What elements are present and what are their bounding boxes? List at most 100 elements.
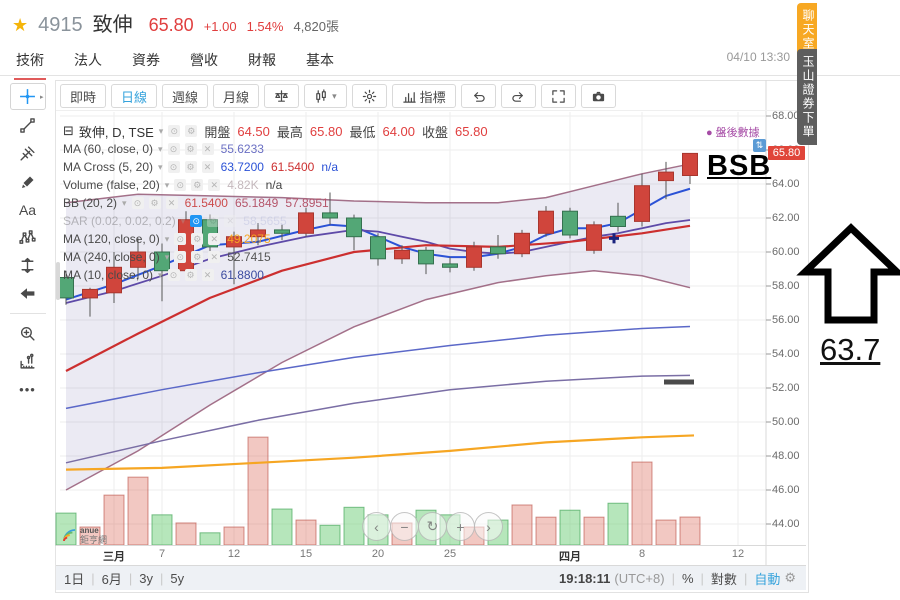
price-tick: 54.00 [772,348,800,360]
time-axis[interactable]: 三月 7 12 15 20 25 四月 8 12 [55,546,807,565]
last-price: 65.80 [148,15,194,35]
gear-icon[interactable]: ⚙ [207,215,220,227]
settings-gear-icon[interactable]: ⚙ [784,570,796,585]
arrow-left-tool[interactable] [11,281,45,306]
zoom-in-tool[interactable] [11,321,45,346]
interval-button-週線[interactable]: 週線 [162,84,209,108]
price-tick: 68.00 [772,110,800,122]
close-icon[interactable]: ✕ [201,161,214,173]
candle-style-button[interactable]: ▾ [304,84,347,108]
up-arrow-annotation[interactable] [796,223,900,324]
time-tick: 12 [731,548,745,560]
zoom-out-button[interactable]: − [390,512,419,541]
chevron-down-icon: ▾ [180,215,186,226]
range-button-1日[interactable]: 1日 [64,571,85,587]
eye-icon[interactable]: ⊙ [190,215,203,227]
eye-icon[interactable]: ⊙ [174,251,187,263]
eye-icon[interactable]: ⊙ [167,269,180,281]
tab-財報[interactable]: 財報 [248,52,276,68]
pan-left-button[interactable]: ‹ [362,512,391,541]
bsb-annotation[interactable]: BSB [707,150,772,182]
text-tool[interactable]: Aa [18,201,37,218]
eye-icon[interactable]: ⊙ [167,161,180,173]
close-icon[interactable]: ✕ [208,233,221,245]
gear-icon[interactable]: ⚙ [184,143,197,155]
chevron-down-icon: ▾ [158,125,164,136]
price-change-percent: 1.54% [246,19,284,34]
eye-icon[interactable]: ⊙ [168,125,181,137]
range-button-3y[interactable]: 3y [139,570,153,586]
legend-label: SAR (0.02, 0.02, 0.2) [63,214,176,228]
indicator-icon [402,91,416,103]
range-button-6月[interactable]: 6月 [101,571,122,587]
drawing-toolbar: ▸ Aa ••• [0,80,56,591]
legend-value: 65.1849 [234,196,279,210]
post-market-label[interactable]: ● 盤後數據 [706,127,760,139]
interval-button-月線[interactable]: 月線 [213,84,260,108]
tab-營收[interactable]: 營收 [190,52,218,68]
pitchfork-tool[interactable] [11,141,45,166]
undo-button[interactable] [460,84,496,108]
more-tool[interactable]: ••• [19,382,36,397]
price-tick: 48.00 [772,450,800,462]
gear-icon[interactable]: ⚙ [191,179,204,191]
reset-view-button[interactable]: ↻ [418,512,447,541]
gear-icon[interactable]: ⚙ [184,269,197,281]
close-icon[interactable]: ✕ [165,197,178,209]
indicator-button[interactable]: 指標 [391,84,456,108]
pan-right-button[interactable]: › [474,512,503,541]
measure-tool[interactable] [11,349,45,374]
gear-icon[interactable]: ⚙ [184,161,197,173]
tab-技術[interactable]: 技術 [14,44,46,80]
range-button-5y[interactable]: 5y [170,570,185,586]
updown-arrows-icon[interactable]: ⇅ [753,139,766,152]
chatroom-side-tab[interactable]: 聊天室 [797,3,817,57]
eye-icon[interactable]: ⊙ [174,233,187,245]
legend-value: 63.7200 [220,160,264,174]
fullscreen-button[interactable] [540,84,576,108]
tab-基本[interactable]: 基本 [306,52,334,68]
log-scale-button[interactable]: 對數 [710,571,737,587]
settings-gear-button[interactable] [351,84,387,108]
trendline-tool[interactable] [11,113,45,138]
tab-資券[interactable]: 資券 [132,52,160,68]
collapse-icon[interactable]: ⊟ [63,123,74,138]
favorite-star-icon[interactable]: ★ [12,15,29,35]
xabcd-pattern-tool[interactable] [11,225,45,250]
crosshair-tool[interactable]: ▸ [9,83,46,110]
gear-icon[interactable]: ⚙ [191,233,204,245]
gear-icon[interactable]: ⚙ [191,251,204,263]
close-icon[interactable]: ✕ [224,215,237,227]
broker-order-side-tab[interactable]: 玉山證券下單 [797,49,817,145]
camera-button[interactable] [580,84,616,108]
redo-button[interactable] [500,84,536,108]
stock-name: 致伸 [92,14,133,36]
legend-row: MA (10, close, 0) ▾ ⊙ ⚙ ✕ 61.8800 [63,266,488,284]
volume-lots: 4,820張 [293,19,340,34]
scrollbar-thumb[interactable] [56,262,60,300]
eye-icon[interactable]: ⊙ [174,179,187,191]
zoom-in-button[interactable]: + [446,512,475,541]
legend-value: 開盤 [204,124,231,140]
toolbar-divider [9,313,46,314]
chevron-down-icon: ▾ [158,161,163,172]
gear-icon[interactable]: ⚙ [185,125,198,137]
close-icon[interactable]: ✕ [208,251,221,263]
eye-icon[interactable]: ⊙ [131,197,144,209]
price-level-annotation[interactable]: 63.7 [820,332,881,367]
legend-label: MA (60, close, 0) [63,142,154,156]
auto-scale-button[interactable]: 自動 [754,571,781,587]
separator: | [700,570,704,586]
gear-icon[interactable]: ⚙ [148,197,161,209]
percent-scale-button[interactable]: % [681,570,694,586]
eye-icon[interactable]: ⊙ [167,143,180,155]
close-icon[interactable]: ✕ [208,179,221,191]
projection-tool[interactable] [11,253,45,278]
close-icon[interactable]: ✕ [201,269,214,281]
tab-法人[interactable]: 法人 [74,52,102,68]
close-icon[interactable]: ✕ [201,143,214,155]
interval-button-即時[interactable]: 即時 [60,84,107,108]
brush-tool[interactable] [11,169,45,194]
compare-scale-button[interactable] [264,84,300,108]
interval-button-日線[interactable]: 日線 [111,84,158,108]
